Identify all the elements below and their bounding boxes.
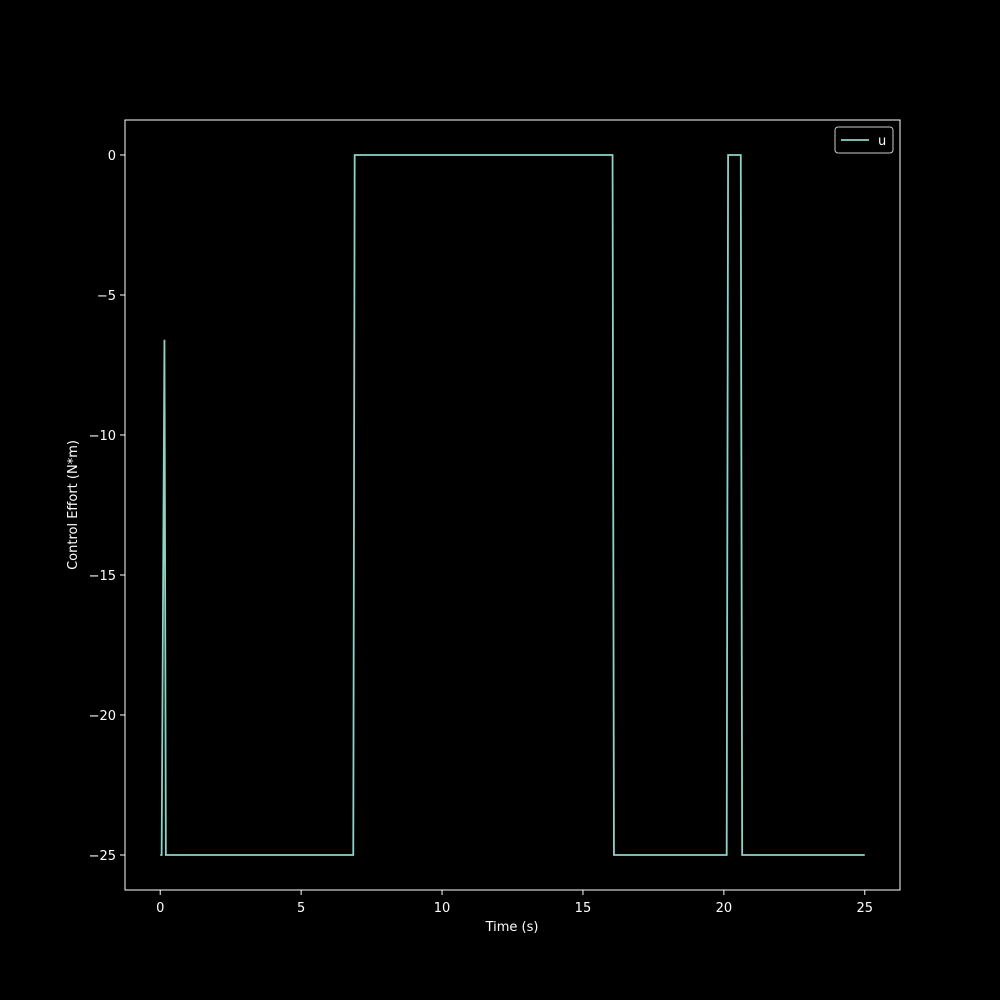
y-tick-label: −10 xyxy=(89,429,116,444)
y-tick-label: −15 xyxy=(89,569,116,584)
x-tick-label: 15 xyxy=(575,901,592,916)
x-tick-label: 20 xyxy=(716,901,733,916)
legend: u xyxy=(835,127,893,153)
plot-area xyxy=(125,120,900,890)
x-axis-label: Time (s) xyxy=(485,920,539,935)
x-tick-label: 25 xyxy=(856,901,873,916)
x-tick-label: 10 xyxy=(434,901,451,916)
y-axis-label: Control Effort (N*m) xyxy=(66,440,81,570)
y-tick-label: −25 xyxy=(89,849,116,864)
y-tick-label: 0 xyxy=(108,149,116,164)
x-tick-label: 0 xyxy=(156,901,164,916)
y-tick-label: −20 xyxy=(89,709,116,724)
y-tick-label: −5 xyxy=(97,289,116,304)
legend-label-u: u xyxy=(878,134,886,149)
x-tick-label: 5 xyxy=(297,901,305,916)
